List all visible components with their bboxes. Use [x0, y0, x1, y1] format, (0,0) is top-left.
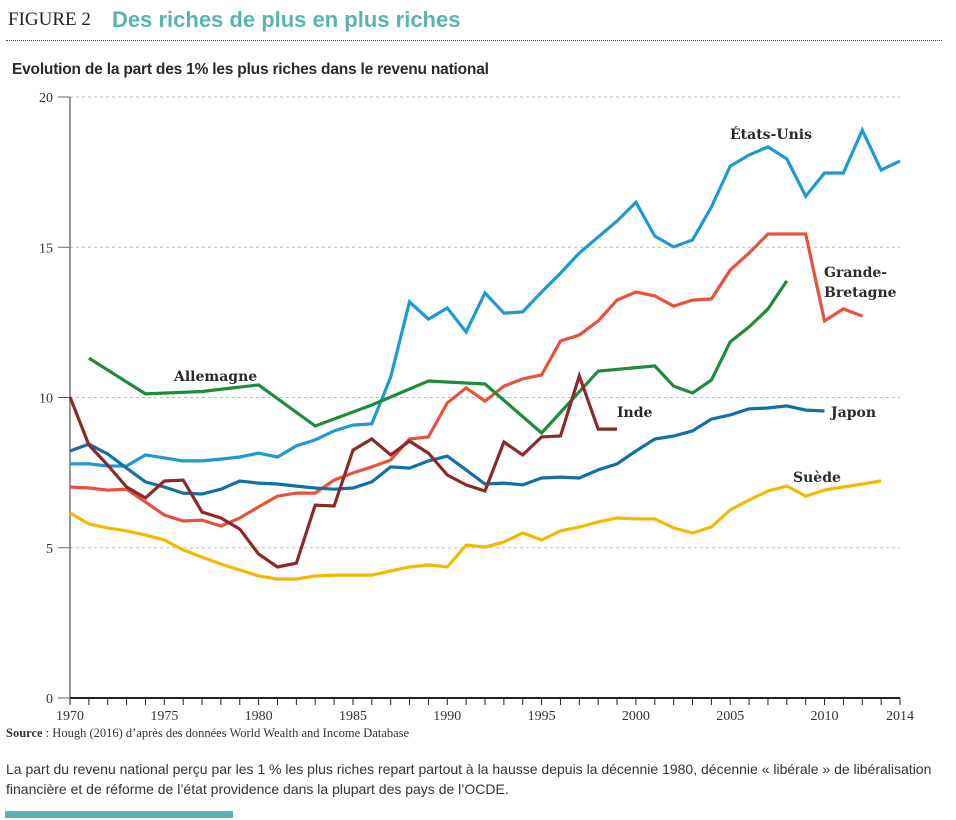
series-line-grande-bretagne [69, 232, 863, 528]
label-allemagne: Allemagne [173, 369, 257, 385]
series-line-inde [68, 370, 617, 569]
y-tick-label: 5 [46, 542, 53, 557]
x-tick-label: 1995 [528, 709, 556, 724]
y-tick-label: 10 [39, 392, 53, 407]
label-japon: Japon [829, 405, 876, 421]
figure-title: Des riches de plus en plus riches [112, 7, 461, 32]
label-grande-bretagne-1: Grande- [824, 265, 887, 281]
x-tick-label: 2014 [886, 709, 914, 724]
x-tick-label: 1980 [245, 709, 273, 724]
gridlines [70, 96, 900, 549]
series-labels: États-Unis Grande- Bretagne Allemagne In… [173, 125, 897, 486]
accent-bar [5, 811, 233, 818]
source-text: : Hough (2016) d’après des données World… [42, 726, 410, 740]
chart-title: Evolution de la part des 1% les plus ric… [12, 61, 489, 78]
series-line-japon [69, 404, 825, 496]
label-etats-unis: États-Unis [730, 125, 812, 143]
x-tick-label: 2010 [811, 709, 839, 724]
label-inde: Inde [617, 405, 653, 421]
series-lines [68, 126, 901, 581]
x-tick-label: 1975 [150, 709, 178, 724]
y-tick-label: 0 [46, 692, 53, 707]
x-tick-label: 1970 [56, 709, 84, 724]
source-note: Source : Hough (2016) d’après des donnée… [6, 726, 409, 741]
series-line--tats-unis [70, 126, 901, 468]
x-tick-label: 1985 [339, 709, 367, 724]
y-tick-label: 20 [39, 91, 53, 106]
figure-label: FIGURE 2 [8, 9, 91, 30]
source-label: Source [6, 726, 43, 740]
caption: La part du revenu national perçu par les… [6, 761, 932, 797]
label-suede: Suède [793, 470, 841, 486]
x-tick-label: 2000 [622, 709, 650, 724]
x-tick-label: 2005 [716, 709, 744, 724]
series-line-su-de [69, 479, 882, 581]
y-tick-label: 15 [39, 241, 53, 256]
x-tick-label: 1990 [433, 709, 461, 724]
dotted-divider [6, 40, 942, 41]
label-grande-bretagne-2: Bretagne [824, 285, 897, 301]
